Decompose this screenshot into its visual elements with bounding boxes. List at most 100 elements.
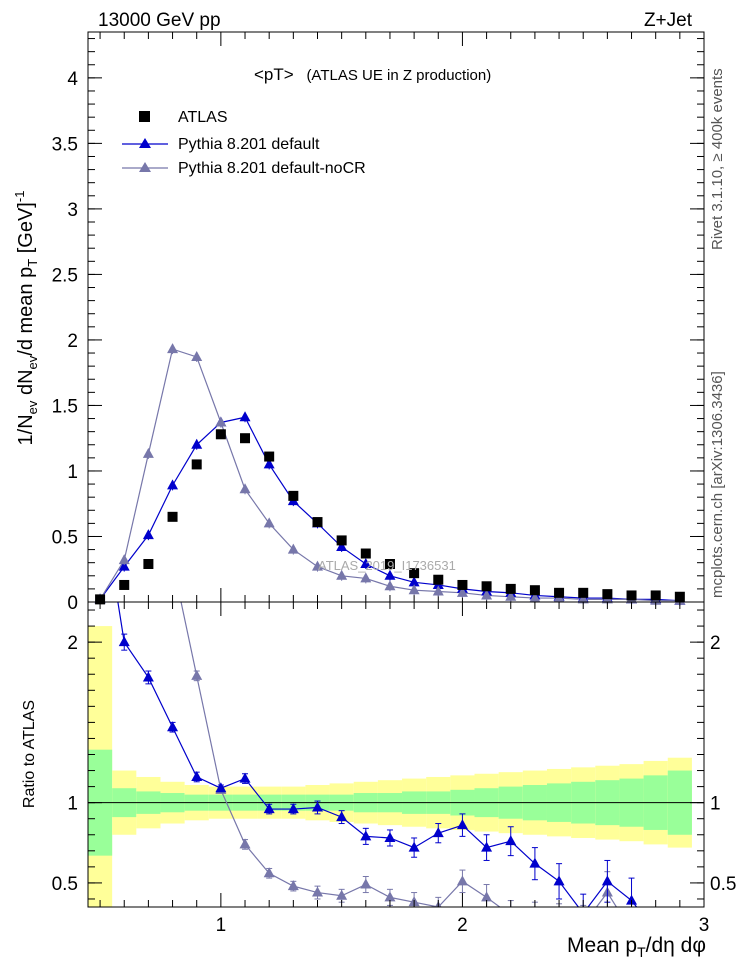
main-ytick-label: 1.5	[52, 396, 78, 417]
xlabel: Mean pT/dη dφ	[567, 934, 706, 960]
data-point	[481, 581, 492, 592]
main-series-marker	[118, 554, 130, 565]
ratio-marker	[554, 915, 565, 925]
data-point	[554, 587, 565, 598]
main-series-marker	[191, 438, 203, 449]
main-series-marker	[142, 529, 154, 540]
header-right: Z+Jet	[644, 10, 693, 31]
ratio-ytick-label-right: 1	[710, 794, 721, 815]
ratio-marker	[263, 803, 275, 814]
legend-label-mc2: Pythia 8.201 default-noCR	[178, 160, 366, 177]
legend-marker-mc2	[139, 162, 151, 172]
ratio-marker	[311, 886, 323, 897]
plot-title-sub: (ATLAS UE in Z production)	[306, 67, 491, 84]
mcplots-label: mcplots.cern.ch [arXiv:1306.3436]	[709, 371, 726, 598]
data-point	[95, 594, 106, 605]
ratio-series-line	[180, 602, 618, 907]
ratio-marker	[529, 857, 541, 868]
main-panel: 0 0.5 1 1.5 2 2.5 3 3.5 4 ATLAS_2019_I1736531 <p…	[12, 31, 705, 614]
data-point	[433, 574, 444, 585]
ratio-ytick-label: 1	[67, 794, 78, 815]
ratio-marker	[384, 891, 396, 902]
legend-marker-data	[139, 111, 150, 122]
main-series-marker	[311, 560, 323, 571]
main-series-marker	[360, 558, 372, 568]
ratio-marker	[456, 819, 468, 830]
ratio-ytick-label: 2	[67, 633, 78, 654]
main-series-marker	[384, 580, 396, 591]
ratio-marker	[336, 811, 348, 822]
data-point	[505, 583, 516, 594]
ratio-marker	[143, 476, 154, 486]
ratio-marker	[95, 395, 106, 405]
xtick-label: 3	[699, 915, 710, 936]
ratio-marker	[578, 919, 589, 929]
main-series-marker	[505, 590, 517, 601]
ratio-marker	[287, 803, 299, 814]
ratio-marker	[481, 841, 493, 852]
data-point	[650, 590, 661, 601]
main-ytick-label: 1	[67, 462, 78, 483]
data-point	[409, 568, 420, 579]
xtick-label: 1	[216, 915, 227, 936]
main-series-marker	[336, 540, 348, 551]
main-series-marker	[408, 584, 420, 595]
ratio-marker	[142, 671, 154, 682]
ratio-marker	[167, 556, 178, 566]
main-series-marker	[408, 576, 420, 587]
main-ytick-label: 0	[67, 593, 78, 614]
main-series-marker	[456, 586, 468, 597]
main-series-marker	[384, 569, 396, 580]
legend-label-mc1: Pythia 8.201 default	[178, 136, 320, 153]
ratio-marker	[239, 838, 251, 849]
main-series-marker	[336, 569, 348, 580]
data-point	[384, 559, 395, 569]
main-series-marker	[167, 343, 179, 354]
main-series-marker	[577, 593, 589, 604]
ratio-marker	[191, 770, 203, 781]
ratio-marker	[529, 912, 540, 922]
data-point	[529, 585, 540, 596]
main-ytick-label: 3.5	[52, 134, 78, 155]
ratio-marker	[215, 782, 227, 793]
ratio-marker	[336, 889, 348, 900]
main-series-marker	[263, 517, 275, 528]
main-series-marker	[191, 350, 203, 361]
main-ylabel: 1/Nev dNev/d mean pT [GeV]-1	[12, 191, 40, 446]
ratio-ytick-label: 0.5	[52, 874, 78, 895]
main-ytick-label: 2	[67, 331, 78, 352]
ratio-marker	[505, 835, 517, 846]
data-point	[312, 517, 323, 528]
plot-title-main: <pT>	[254, 65, 294, 84]
main-ytick-label: 0.5	[52, 527, 78, 548]
main-series-marker	[118, 560, 130, 571]
data-point	[119, 579, 130, 590]
ratio-marker	[456, 875, 468, 886]
data-point	[578, 587, 589, 598]
ratio-marker	[360, 878, 372, 889]
data-point	[191, 459, 202, 470]
ratio-marker	[239, 772, 251, 783]
data-point	[626, 590, 637, 601]
ratio-marker	[360, 830, 372, 841]
data-point	[360, 548, 371, 559]
data-point	[336, 535, 347, 546]
data-point	[602, 589, 613, 600]
data-point	[288, 490, 299, 501]
ratio-marker	[263, 867, 275, 878]
legend-label-data: ATLAS	[178, 109, 228, 126]
data-point	[264, 451, 275, 462]
xtick-label: 2	[457, 915, 468, 936]
main-ytick-label: 4	[67, 69, 78, 90]
main-series-marker	[529, 592, 541, 603]
plot-title: <pT> (ATLAS UE in Z production)	[254, 65, 491, 84]
ratio-marker	[191, 669, 203, 680]
main-series-marker	[263, 458, 275, 469]
main-series-marker	[481, 589, 493, 600]
ratio-marker	[118, 636, 130, 647]
legend-marker-mc1	[139, 138, 151, 148]
main-series-marker	[360, 572, 372, 583]
data-point	[215, 429, 226, 440]
ratio-ylabel: Ratio to ATLAS	[21, 700, 38, 808]
main-series-marker	[142, 447, 154, 458]
